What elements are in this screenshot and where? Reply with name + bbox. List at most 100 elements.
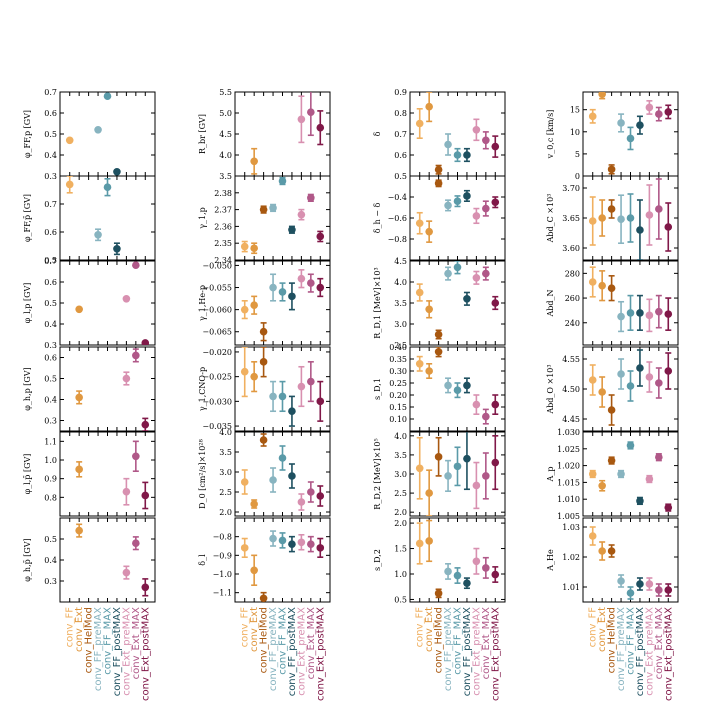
category-label: conv_FF_MAX — [626, 607, 637, 675]
y-tick-label: 3.5 — [219, 448, 232, 457]
y-tick-label: 0.5 — [44, 299, 57, 308]
data-point — [297, 498, 306, 506]
panel-frame — [59, 346, 156, 432]
panel-c1-r3: −0.035 −0.030 −0.025 −0.020 γ_1,CNO-p — [198, 346, 331, 432]
y-tick-label: 0.3 — [44, 341, 57, 350]
y-tick-label: 260 — [565, 294, 580, 303]
y-axis-label: R_D,1 [MeV]×10³ — [373, 267, 382, 338]
y-tick-label: 1.015 — [557, 478, 580, 487]
y-axis-label: A_He — [546, 549, 555, 572]
data-point — [141, 339, 150, 345]
data-point — [636, 364, 644, 372]
data-point — [307, 108, 315, 116]
y-tick-label: 4.0 — [219, 428, 232, 437]
points-group — [415, 519, 500, 599]
data-point — [75, 393, 83, 402]
y-tick-label: 0.20 — [389, 391, 407, 400]
category-label: conv_FF_preMAX — [443, 607, 454, 691]
y-tick-label: 0.6 — [44, 228, 57, 237]
y-axis-label: γ_1,CNO-p — [198, 367, 207, 411]
data-point — [415, 219, 424, 228]
data-point — [472, 557, 481, 566]
y-tick-label: 0.4 — [44, 320, 57, 329]
y-axis-label: R_D,2 [MeV]×10⁵ — [373, 438, 382, 509]
data-point — [288, 540, 296, 548]
data-point — [122, 295, 131, 303]
data-point — [491, 198, 500, 207]
panel-frame — [59, 91, 156, 177]
category-label: conv_Ext_MAX — [131, 607, 142, 679]
data-point — [122, 374, 131, 383]
y-tick-label: 4.50 — [562, 385, 580, 394]
data-point — [316, 544, 325, 552]
y-tick-label: 1.5 — [394, 545, 407, 554]
data-point — [645, 103, 654, 112]
y-tick-label: −0.9 — [213, 551, 232, 560]
points-group — [588, 441, 673, 512]
points-group — [240, 269, 325, 342]
y-tick-label: 0.5 — [44, 535, 57, 544]
data-point — [278, 454, 287, 462]
data-point — [316, 283, 325, 292]
points-group — [240, 433, 325, 511]
data-point — [607, 205, 616, 213]
data-point — [626, 382, 635, 390]
data-point — [482, 204, 490, 213]
data-point — [250, 301, 258, 310]
data-point — [598, 281, 606, 290]
y-tick-label: 0.9 — [394, 88, 407, 97]
data-point — [453, 197, 462, 205]
data-point — [472, 481, 481, 490]
points-group — [240, 530, 325, 602]
y-tick-label: 0.6 — [44, 109, 57, 118]
y-axis-label: φ_h,p̄ [GV] — [23, 538, 32, 581]
points-group — [588, 266, 673, 333]
y-tick-label: 4.0 — [394, 278, 407, 287]
y-tick-label: 1.010 — [557, 495, 580, 504]
data-point — [453, 263, 462, 272]
category-label: conv_FF — [588, 607, 599, 648]
data-point — [463, 579, 471, 587]
data-point — [607, 456, 616, 465]
data-point — [94, 126, 102, 134]
category-label: conv_FF_postMAX — [287, 607, 298, 696]
data-point — [434, 589, 443, 598]
panel-c1-r4: 2.0 2.5 3.0 3.5 4.0 D_0 [cm²/s]×10²⁸ — [198, 428, 331, 517]
y-tick-label: 0.25 — [389, 379, 407, 388]
category-label: conv_HelMod — [434, 607, 445, 673]
y-tick-label: 2.0 — [394, 519, 407, 528]
y-tick-label: 4.5 — [219, 130, 232, 139]
data-point — [645, 373, 654, 381]
data-point — [75, 526, 83, 535]
y-tick-label: −0.4 — [388, 193, 407, 202]
y-tick-label: −0.6 — [388, 214, 407, 223]
y-tick-label: 240 — [565, 319, 580, 328]
y-tick-label: 2.5 — [219, 488, 232, 497]
y-tick-label: 1.0 — [44, 456, 57, 465]
y-axis-label: φ_l,p̄ [GV] — [23, 454, 32, 495]
data-point — [453, 386, 462, 395]
panel-c1-r5: −1.1 −1.0 −0.9 −0.8 δ_l — [198, 517, 331, 603]
y-axis-label: A_p — [546, 467, 555, 483]
data-point — [297, 115, 306, 124]
data-point — [434, 330, 443, 339]
y-axis-label: v_0,c [km/s] — [546, 110, 555, 160]
data-point — [598, 214, 606, 222]
data-point — [240, 544, 249, 552]
data-point — [316, 492, 325, 500]
data-point — [453, 462, 462, 471]
y-tick-label: 0 — [575, 172, 580, 181]
y-tick-label: 280 — [565, 269, 580, 278]
panel-c1-r0: 3.5 4.0 4.5 5.0 5.5 R_br [GV] — [198, 88, 331, 181]
y-tick-label: 3.5 — [394, 451, 407, 460]
data-point — [636, 580, 644, 588]
data-point — [636, 226, 644, 234]
y-tick-label: 0.5 — [394, 172, 407, 181]
data-point — [122, 487, 131, 496]
panel-c0-r5: 0.3 0.4 0.5 φ_h,p̄ [GV] — [23, 517, 156, 603]
data-point — [132, 452, 140, 461]
panel-c3-r3: 4.45 4.50 4.55 Abd_O ×10³ — [546, 346, 679, 432]
data-point — [269, 283, 277, 292]
panel-c0-r2: 0.3 0.4 0.5 0.6 0.7 φ_l,p [GV] — [23, 257, 156, 350]
data-point — [240, 305, 249, 314]
